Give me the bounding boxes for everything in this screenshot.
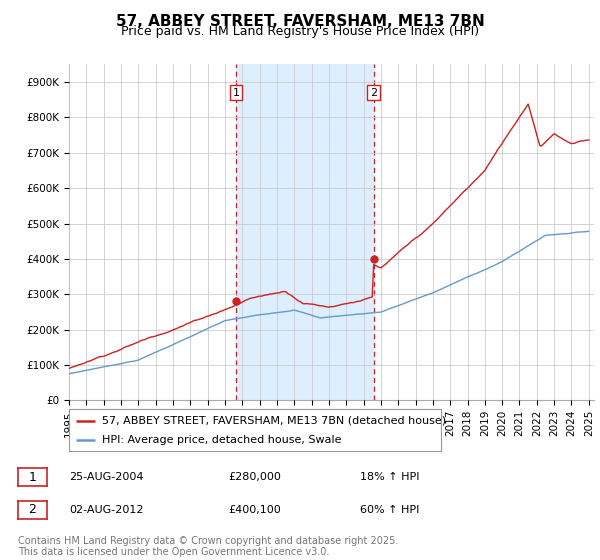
Text: 02-AUG-2012: 02-AUG-2012: [69, 505, 143, 515]
Bar: [236, 64, 374, 400]
Text: HPI: Average price, detached house, Swale: HPI: Average price, detached house, Swal…: [103, 435, 342, 445]
Text: £400,100: £400,100: [228, 505, 281, 515]
Text: 1: 1: [28, 470, 37, 484]
Text: 2: 2: [28, 503, 37, 516]
Text: 1: 1: [233, 88, 240, 97]
Text: 2: 2: [370, 88, 377, 97]
Text: 57, ABBEY STREET, FAVERSHAM, ME13 7BN: 57, ABBEY STREET, FAVERSHAM, ME13 7BN: [116, 14, 484, 29]
Text: £280,000: £280,000: [228, 472, 281, 482]
Text: 60% ↑ HPI: 60% ↑ HPI: [360, 505, 419, 515]
Text: Contains HM Land Registry data © Crown copyright and database right 2025.
This d: Contains HM Land Registry data © Crown c…: [18, 535, 398, 557]
Text: 25-AUG-2004: 25-AUG-2004: [69, 472, 143, 482]
Text: 18% ↑ HPI: 18% ↑ HPI: [360, 472, 419, 482]
Text: Price paid vs. HM Land Registry's House Price Index (HPI): Price paid vs. HM Land Registry's House …: [121, 25, 479, 38]
Text: 57, ABBEY STREET, FAVERSHAM, ME13 7BN (detached house): 57, ABBEY STREET, FAVERSHAM, ME13 7BN (d…: [103, 416, 446, 426]
